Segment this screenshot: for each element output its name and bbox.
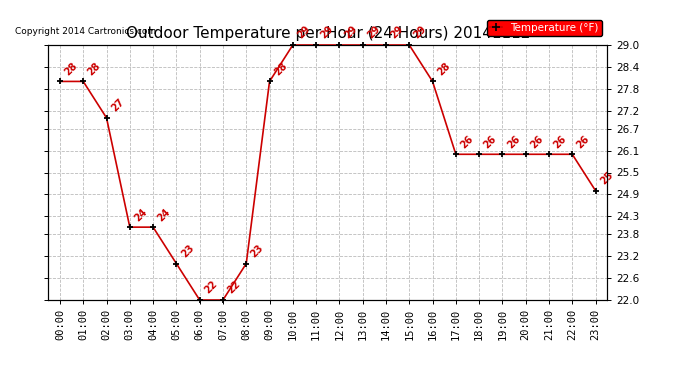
Text: 26: 26 <box>482 134 498 150</box>
Text: Copyright 2014 Cartronics.com: Copyright 2014 Cartronics.com <box>14 27 156 36</box>
Text: 26: 26 <box>575 134 591 150</box>
Text: 26: 26 <box>505 134 522 150</box>
Text: 27: 27 <box>109 97 126 114</box>
Text: 23: 23 <box>249 243 266 260</box>
Text: 28: 28 <box>63 60 79 77</box>
Text: 22: 22 <box>202 279 219 296</box>
Text: 28: 28 <box>86 60 103 77</box>
Text: 26: 26 <box>459 134 475 150</box>
Text: 29: 29 <box>342 24 359 41</box>
Legend: Temperature (°F): Temperature (°F) <box>486 20 602 36</box>
Text: 29: 29 <box>388 24 405 41</box>
Text: 29: 29 <box>366 24 382 41</box>
Text: 23: 23 <box>179 243 196 260</box>
Text: 22: 22 <box>226 279 242 296</box>
Text: 29: 29 <box>295 24 312 41</box>
Text: 29: 29 <box>412 24 428 41</box>
Title: Outdoor Temperature per Hour (24 Hours) 20141112: Outdoor Temperature per Hour (24 Hours) … <box>126 26 530 41</box>
Text: 25: 25 <box>598 170 615 186</box>
Text: 26: 26 <box>529 134 545 150</box>
Text: 26: 26 <box>552 134 569 150</box>
Text: 28: 28 <box>273 60 289 77</box>
Text: 29: 29 <box>319 24 335 41</box>
Text: 24: 24 <box>156 206 172 223</box>
Text: 24: 24 <box>132 206 149 223</box>
Text: 28: 28 <box>435 60 452 77</box>
